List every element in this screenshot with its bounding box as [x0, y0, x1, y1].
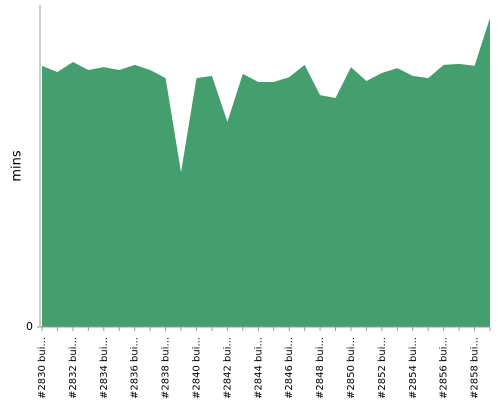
x-tick-label: #2842 bui... — [222, 337, 233, 399]
x-tick-label: #2832 bui... — [68, 337, 79, 399]
x-tick-label: #2852 bui... — [377, 337, 388, 399]
area — [42, 17, 490, 327]
x-tick-label: #2836 bui... — [130, 337, 141, 399]
x-tick-label: #2830 bui... — [37, 337, 48, 399]
x-tick-label: #2858 bui... — [470, 337, 481, 399]
x-tick-label: #2848 bui... — [315, 337, 326, 399]
x-tick-label: #2846 bui... — [284, 337, 295, 399]
y-tick-label: 0 — [26, 320, 33, 333]
x-tick-label: #2834 bui... — [99, 337, 110, 399]
x-tick-label: #2850 bui... — [346, 337, 357, 399]
y-axis-label: mins — [10, 150, 25, 182]
x-tick-label: #2838 bui... — [161, 337, 172, 399]
x-tick-label: #2854 bui... — [408, 337, 419, 399]
x-tick-label: #2840 bui... — [191, 337, 202, 399]
x-tick-label: #2844 bui... — [253, 337, 264, 399]
x-tick-label: #2856 bui... — [439, 337, 450, 399]
